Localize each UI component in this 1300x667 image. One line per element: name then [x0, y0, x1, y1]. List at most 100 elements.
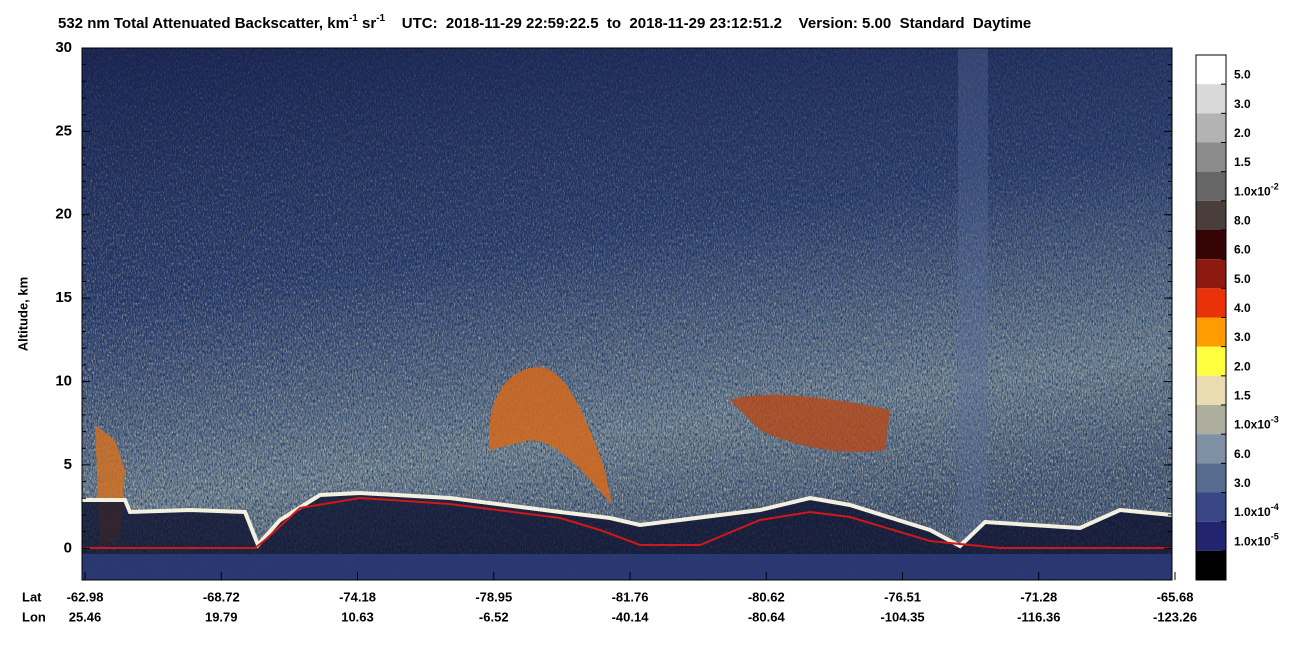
noise-dark: [82, 48, 1172, 580]
colorbar-label: 1.0x10-2: [1234, 182, 1279, 199]
colorbar-label-text: 1.0x10: [1234, 505, 1271, 519]
colorbar-label-text: 8.0: [1234, 214, 1251, 228]
lon-label: -116.36: [1017, 609, 1060, 624]
colorbar-box: [1196, 434, 1226, 464]
title-superscript: -1: [349, 13, 358, 24]
colorbar-label: 1.5: [1234, 155, 1251, 169]
cloud: [730, 394, 890, 452]
plot-frame: [81, 47, 1173, 581]
title-part: sr: [358, 15, 377, 32]
colorbar-label-text: 4.0: [1234, 301, 1251, 315]
colorbar-box: [1196, 259, 1226, 289]
colorbar-label-text: 6.0: [1234, 447, 1251, 461]
y-tick-label: 20: [55, 206, 72, 223]
colorbar-label-text: 5.0: [1234, 272, 1251, 286]
colorbar-label-text: 1.0x10: [1234, 184, 1271, 198]
colorbar-label-text: 2.0: [1234, 126, 1251, 140]
colorbar-label: 4.0: [1234, 301, 1251, 315]
y-tick-label: 10: [55, 373, 72, 390]
lon-label: -104.35: [880, 609, 924, 624]
lat-label: -78.95: [475, 589, 512, 604]
title-part: 532 nm Total Attenuated Backscatter, km: [58, 15, 349, 32]
colorbar-label: 6.0: [1234, 243, 1251, 257]
lat-label: -62.98: [67, 589, 104, 604]
colorbar-label: 1.5: [1234, 389, 1251, 403]
y-axis-label: Altitude, km: [15, 277, 30, 351]
y-tick-label: 15: [55, 289, 72, 306]
colorbar-box: [1196, 288, 1226, 318]
colorbar-label: 5.0: [1234, 272, 1251, 286]
lat-label: -65.68: [1157, 589, 1194, 604]
y-tick-label: 25: [55, 122, 72, 139]
colorbar-box: [1196, 200, 1226, 230]
colorbar-label: 3.0: [1234, 330, 1251, 344]
lat-label: -80.62: [748, 589, 785, 604]
plot-area: [82, 48, 1172, 580]
title-superscript: -1: [376, 13, 385, 24]
colorbar-label-text: 3.0: [1234, 476, 1251, 490]
row-label: Lat: [22, 589, 42, 604]
colorbar-label-text: 2.0: [1234, 359, 1251, 373]
colorbar-label-text: 1.5: [1234, 155, 1251, 169]
chart-title: 532 nm Total Attenuated Backscatter, km-…: [58, 13, 1031, 32]
colorbar-box: [1196, 405, 1226, 435]
colorbar-label-text: 3.0: [1234, 97, 1251, 111]
colorbar-label: 2.0: [1234, 126, 1251, 140]
colorbar-box: [1196, 142, 1226, 172]
title-part: UTC: 2018-11-29 22:59:22.5 to 2018-11-29…: [385, 15, 1031, 32]
lon-label: 10.63: [341, 609, 374, 624]
colorbar-label: 1.0x10-4: [1234, 502, 1279, 519]
lon-label: -40.14: [612, 609, 650, 624]
lon-label: 25.46: [69, 609, 102, 624]
colorbar-label: 3.0: [1234, 97, 1251, 111]
colorbar-label: 1.0x10-3: [1234, 415, 1279, 432]
colorbar-label: 6.0: [1234, 447, 1251, 461]
colorbar-label-text: 1.0x10: [1234, 418, 1271, 432]
y-tick-label: 0: [64, 539, 72, 556]
colorbar-label-text: 1.0x10: [1234, 534, 1271, 548]
colorbar-label-text: 1.5: [1234, 389, 1251, 403]
y-tick-label: 5: [64, 456, 72, 473]
cloud: [489, 366, 612, 505]
lat-label: -81.76: [612, 589, 649, 604]
stripe: [958, 48, 988, 548]
lon-label: -80.64: [748, 609, 786, 624]
colorbar-box: [1196, 492, 1226, 522]
colorbar-label-text: 3.0: [1234, 330, 1251, 344]
y-tick-label: 30: [55, 39, 72, 56]
colorbar-box: [1196, 521, 1226, 551]
colorbar-box: [1196, 55, 1226, 85]
lon-label: 19.79: [205, 609, 238, 624]
colorbar-box: [1196, 550, 1226, 580]
colorbar-box: [1196, 171, 1226, 201]
colorbar-frame: [1195, 54, 1227, 581]
colorbar-label: 8.0: [1234, 214, 1251, 228]
colorbar-box: [1196, 230, 1226, 260]
colorbar-label-exponent: -5: [1271, 532, 1279, 542]
colorbar-box: [1196, 317, 1226, 347]
lon-label: -123.26: [1153, 609, 1197, 624]
lat-label: -76.51: [884, 589, 921, 604]
lat-label: -71.28: [1020, 589, 1057, 604]
row-label: Lon: [22, 609, 46, 624]
lat-label: -68.72: [203, 589, 240, 604]
subsurface: [82, 554, 1172, 580]
colorbar-label-text: 5.0: [1234, 68, 1251, 82]
colorbar-box: [1196, 84, 1226, 114]
colorbar-box: [1196, 346, 1226, 376]
colorbar-label-text: 6.0: [1234, 243, 1251, 257]
lat-label: -74.18: [339, 589, 376, 604]
colorbar-box: [1196, 463, 1226, 493]
colorbar-box: [1196, 113, 1226, 143]
lon-label: -6.52: [479, 609, 509, 624]
colorbar-label: 1.0x10-5: [1234, 532, 1279, 549]
surface-return: [82, 490, 1172, 549]
elevation-line: [82, 496, 1172, 549]
colorbar-label: 3.0: [1234, 476, 1251, 490]
colorbar-label: 2.0: [1234, 359, 1251, 373]
colorbar-box: [1196, 375, 1226, 405]
colorbar-label-exponent: -2: [1271, 182, 1279, 192]
colorbar-label: 5.0: [1234, 68, 1251, 82]
colorbar-label-exponent: -4: [1271, 502, 1279, 512]
